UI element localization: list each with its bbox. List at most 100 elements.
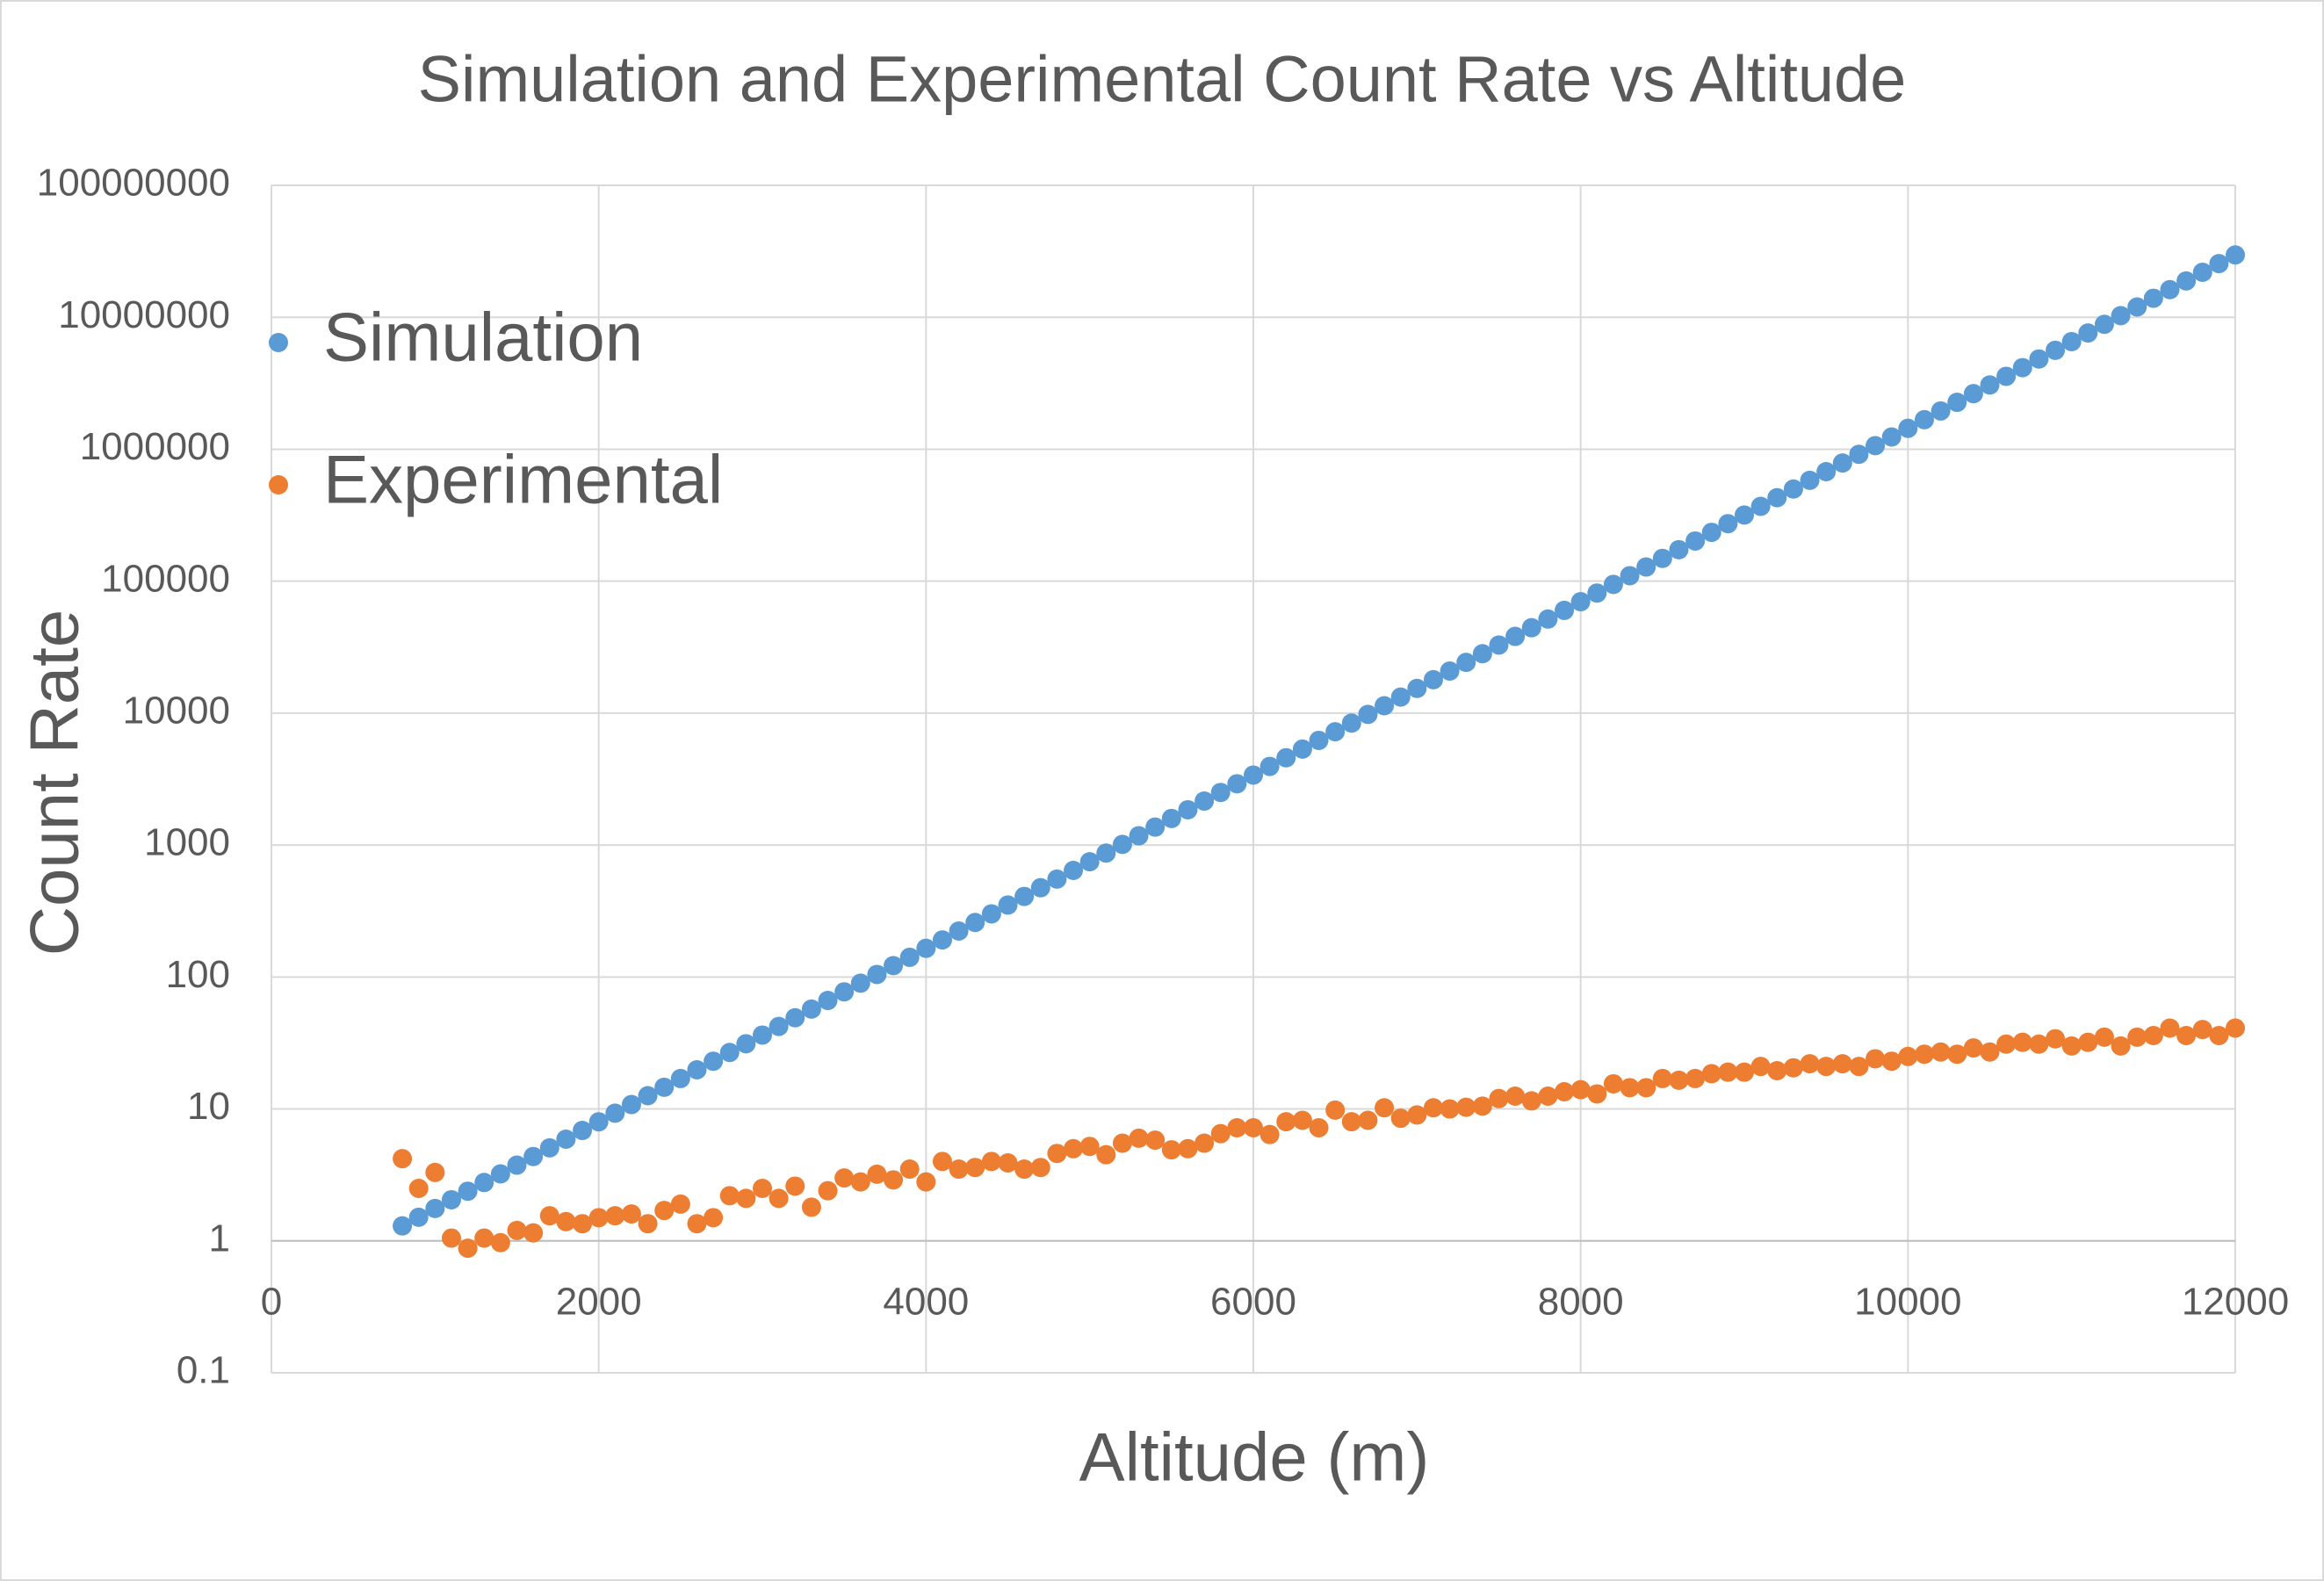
data-point [818, 1180, 838, 1201]
data-point [2094, 1027, 2114, 1047]
data-point [1244, 1117, 1263, 1137]
data-point [1652, 548, 1672, 568]
data-point [507, 1155, 527, 1175]
data-point [1898, 1046, 1918, 1066]
data-point [2226, 1018, 2245, 1038]
data-point [1292, 1110, 1312, 1130]
data-point [1325, 722, 1346, 742]
data-point [769, 1188, 789, 1209]
data-point [1210, 1123, 1231, 1144]
data-point [1096, 1144, 1116, 1165]
legend-marker [269, 333, 288, 352]
data-point [1750, 1057, 1771, 1077]
data-point [2226, 245, 2245, 265]
data-point [932, 930, 952, 950]
data-point [1980, 1042, 2000, 1062]
data-point [1309, 730, 1329, 750]
data-point [884, 1170, 904, 1190]
data-point [2160, 279, 2180, 300]
data-point [736, 1188, 756, 1209]
data-point [588, 1112, 609, 1132]
data-point [2046, 1029, 2066, 1049]
data-point [2111, 306, 2131, 326]
data-point [393, 1216, 413, 1236]
data-point [539, 1137, 559, 1158]
data-point [687, 1214, 707, 1234]
data-point [1375, 696, 1395, 716]
data-point [1014, 1159, 1035, 1180]
data-point [507, 1220, 527, 1240]
data-point [638, 1214, 658, 1234]
data-point [1603, 574, 1623, 595]
data-point [1358, 704, 1378, 725]
data-point [556, 1211, 576, 1231]
data-point [1881, 427, 1902, 447]
data-point [1079, 1137, 1100, 1157]
data-point [588, 1208, 609, 1228]
data-point [573, 1121, 593, 1141]
data-point [1194, 791, 1215, 812]
data-point [1996, 1034, 2017, 1054]
data-point [1832, 1054, 1852, 1074]
data-point [1914, 1044, 1934, 1065]
data-point [1701, 1064, 1721, 1084]
data-point [441, 1228, 461, 1248]
data-point [1866, 436, 1886, 456]
data-point [1375, 1098, 1395, 1118]
data-point [654, 1201, 675, 1221]
data-point [1538, 609, 1558, 629]
data-point [2127, 297, 2147, 317]
data-point [818, 991, 838, 1011]
data-point [523, 1223, 544, 1243]
data-point [425, 1162, 445, 1182]
data-point [867, 964, 887, 985]
data-point [949, 1159, 969, 1180]
data-point [1832, 453, 1852, 473]
data-point [736, 1034, 756, 1054]
data-point [785, 1007, 805, 1028]
data-point [1718, 1062, 1738, 1082]
data-point [1767, 487, 1787, 508]
data-point [1161, 1140, 1181, 1160]
data-point [1390, 687, 1411, 707]
data-point [769, 1016, 789, 1036]
data-point [785, 1176, 805, 1196]
data-point [1718, 514, 1738, 534]
data-point [1489, 635, 1509, 655]
x-tick-label: 0 [261, 1280, 282, 1323]
data-point [458, 1181, 478, 1202]
data-point [670, 1068, 690, 1088]
data-point [2061, 1036, 2082, 1056]
data-point [2176, 1025, 2197, 1045]
data-point [1194, 1133, 1215, 1153]
data-point [753, 1178, 772, 1198]
data-point [1309, 1117, 1329, 1137]
data-point [1652, 1068, 1672, 1088]
data-point [539, 1206, 559, 1226]
data-point [1669, 1070, 1689, 1090]
data-point [981, 904, 1001, 924]
data-point [1980, 375, 2000, 395]
data-point [1178, 799, 1198, 819]
data-point [670, 1194, 690, 1214]
data-point [1587, 583, 1607, 603]
legend-marker [269, 475, 288, 495]
data-point [1079, 852, 1100, 872]
data-point [441, 1189, 461, 1209]
data-point [998, 895, 1018, 915]
data-point [1685, 1068, 1706, 1088]
data-point [1685, 531, 1706, 551]
data-point [965, 1158, 985, 1178]
data-point [2192, 262, 2212, 282]
data-point [408, 1207, 429, 1227]
data-point [1440, 1099, 1460, 1119]
data-point [1849, 1057, 1869, 1077]
data-point [753, 1025, 772, 1045]
data-point [1620, 1078, 1640, 1098]
data-point [1963, 384, 1983, 404]
data-point [621, 1204, 641, 1224]
data-point [1456, 1097, 1476, 1117]
data-point [1259, 1124, 1280, 1144]
data-point [1472, 644, 1492, 664]
data-point [834, 982, 855, 1002]
